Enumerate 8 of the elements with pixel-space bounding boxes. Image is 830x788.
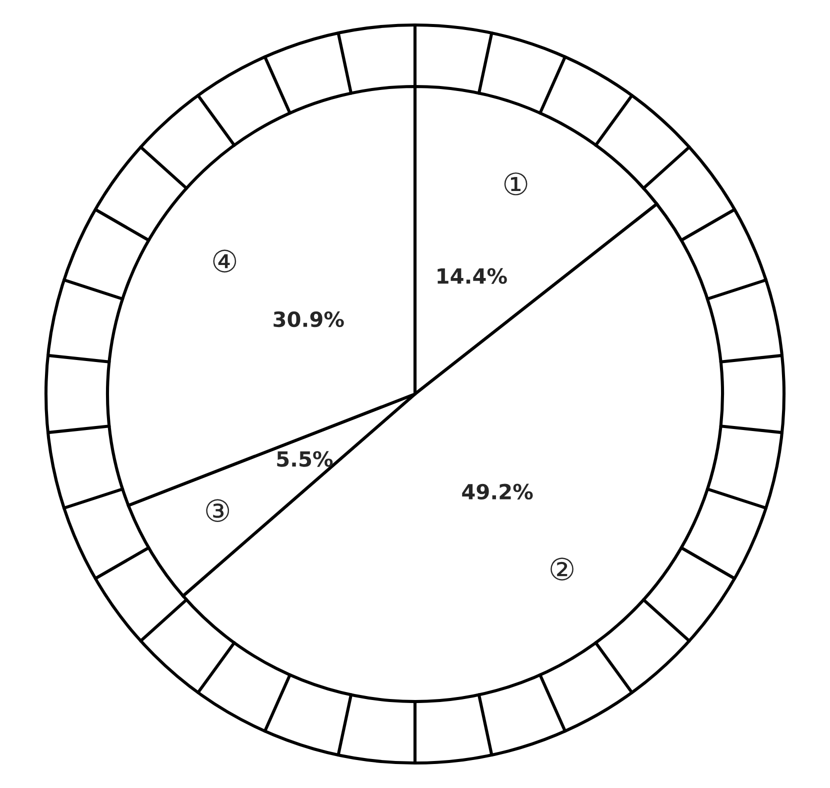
slice-label: ④ (213, 250, 236, 272)
data-label: 5.5% (277, 451, 333, 467)
data-label: 30.9% (274, 311, 344, 328)
slice-label: ② (550, 558, 574, 580)
data-label: 14.4% (438, 268, 507, 284)
slice-label: ① (504, 172, 528, 196)
data-label: 49.2% (462, 484, 533, 500)
slice-label: ③ (206, 499, 230, 522)
